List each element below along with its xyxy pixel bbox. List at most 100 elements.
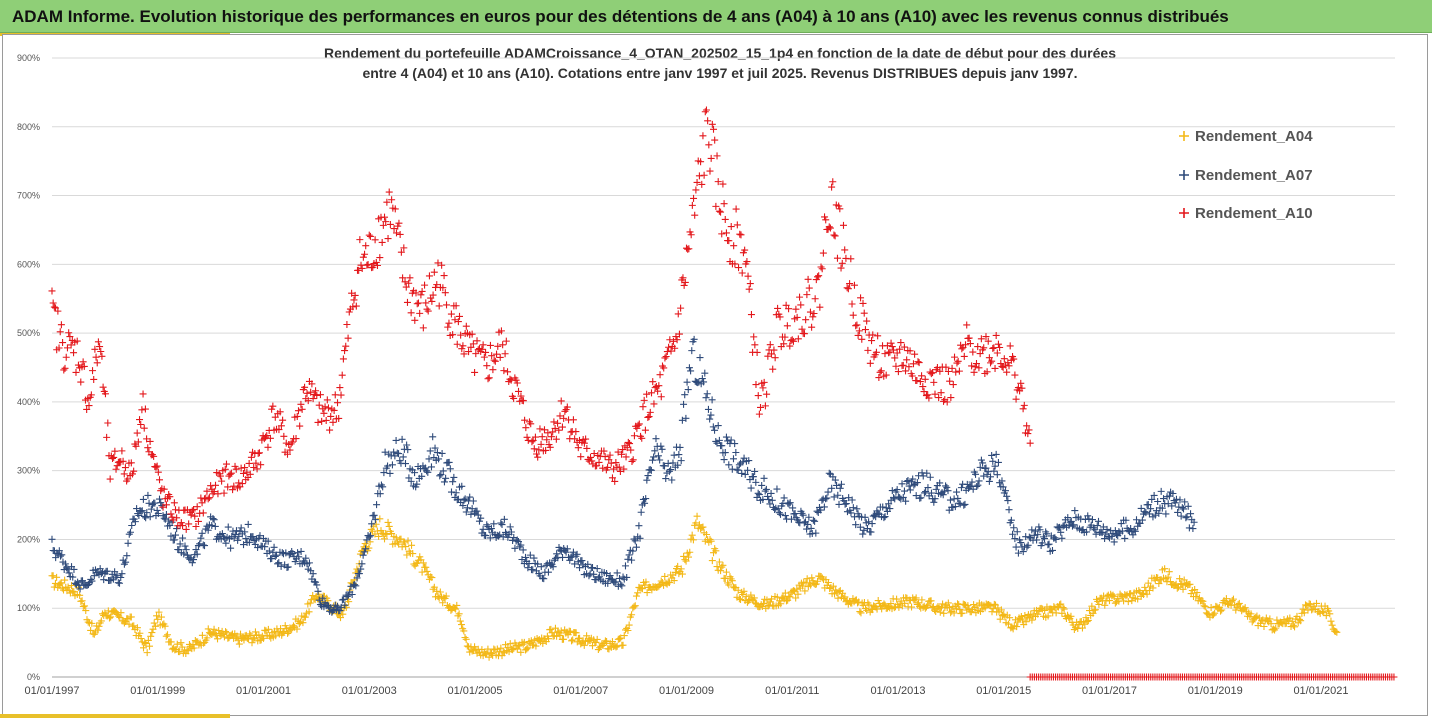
- marker-rendement-a07: [1028, 526, 1036, 534]
- marker-rendement-a07: [234, 536, 242, 544]
- marker-rendement-a07: [392, 436, 400, 444]
- marker-rendement-a10: [918, 372, 926, 380]
- marker-rendement-a10: [388, 196, 396, 204]
- x-tick-label: 01/01/2017: [1082, 685, 1137, 697]
- marker-rendement-a07: [131, 518, 139, 526]
- marker-rendement-a10: [615, 463, 623, 471]
- marker-rendement-a07: [988, 451, 996, 459]
- marker-rendement-a04: [404, 537, 412, 545]
- marker-rendement-a07: [943, 483, 951, 491]
- marker-rendement-a07: [519, 546, 527, 554]
- marker-rendement-a07: [435, 455, 443, 463]
- marker-rendement-a04: [509, 646, 517, 654]
- marker-rendement-a04: [88, 619, 96, 627]
- marker-rendement-a04: [1241, 604, 1249, 612]
- x-tick-label: 01/01/1999: [130, 685, 185, 697]
- marker-rendement-a07: [751, 468, 759, 476]
- marker-rendement-a04: [569, 636, 577, 644]
- marker-rendement-a07: [161, 515, 169, 523]
- marker-rendement-a07: [1183, 513, 1191, 521]
- marker-rendement-a07: [590, 570, 598, 578]
- marker-rendement-a10: [119, 457, 127, 465]
- marker-rendement-a07: [1154, 497, 1162, 505]
- marker-rendement-a07: [128, 521, 136, 529]
- marker-rendement-a04: [214, 635, 222, 643]
- marker-rendement-a10: [859, 299, 867, 307]
- marker-rendement-a04: [395, 540, 403, 548]
- marker-rendement-a04: [517, 648, 525, 656]
- marker-rendement-a10: [424, 307, 432, 315]
- marker-rendement-a10: [301, 383, 309, 391]
- marker-rendement-a07: [1034, 531, 1042, 539]
- marker-rendement-a10: [72, 368, 80, 376]
- x-tick-label: 01/01/2009: [659, 685, 714, 697]
- marker-rendement-a10: [634, 421, 642, 429]
- marker-rendement-a07: [360, 548, 368, 556]
- marker-rendement-a07: [562, 548, 570, 556]
- marker-rendement-a10: [140, 424, 148, 432]
- marker-rendement-a10: [298, 405, 306, 413]
- marker-rendement-a07: [450, 473, 458, 481]
- chart-title: Rendement du portefeuille ADAMCroissance…: [170, 43, 1270, 83]
- marker-rendement-a07: [371, 516, 379, 524]
- marker-rendement-a04: [996, 615, 1004, 623]
- marker-rendement-a10: [484, 375, 492, 383]
- marker-rendement-a10: [490, 356, 498, 364]
- marker-rendement-a07: [486, 534, 494, 542]
- marker-rendement-a07: [1174, 508, 1182, 516]
- marker-rendement-a04: [161, 622, 169, 630]
- marker-rendement-a07: [227, 544, 235, 552]
- marker-rendement-a07: [566, 556, 574, 564]
- marker-rendement-a04: [215, 627, 223, 635]
- marker-rendement-a10: [279, 416, 287, 424]
- marker-rendement-a10: [257, 461, 265, 469]
- marker-rendement-a04: [532, 642, 540, 650]
- marker-rendement-a10: [321, 403, 329, 411]
- marker-rendement-a10: [626, 440, 634, 448]
- marker-rendement-a04: [1333, 628, 1341, 636]
- marker-rendement-a10: [439, 284, 447, 292]
- marker-rendement-a04: [997, 606, 1005, 614]
- marker-rendement-a04: [1313, 599, 1320, 607]
- marker-rendement-a07: [436, 472, 444, 480]
- marker-rendement-a07: [685, 364, 693, 372]
- marker-rendement-a10: [504, 368, 512, 376]
- marker-rendement-a10: [407, 309, 415, 317]
- marker-rendement-a07: [939, 491, 947, 499]
- marker-rendement-a10: [746, 280, 754, 288]
- marker-rendement-a10: [744, 272, 752, 280]
- marker-rendement-a04: [912, 594, 920, 602]
- marker-rendement-a10: [330, 406, 338, 414]
- marker-rendement-a10: [811, 295, 819, 303]
- marker-rendement-a04: [956, 606, 964, 614]
- marker-rendement-a10: [489, 366, 497, 374]
- marker-rendement-a07: [1147, 505, 1155, 513]
- marker-rendement-a10: [955, 367, 963, 375]
- marker-rendement-a07: [452, 489, 460, 497]
- marker-rendement-a07: [880, 514, 888, 522]
- marker-rendement-a10: [980, 344, 988, 352]
- marker-rendement-a04: [462, 635, 470, 643]
- marker-rendement-a04: [893, 595, 901, 603]
- marker-rendement-a07: [641, 499, 649, 507]
- marker-rendement-a07: [635, 522, 643, 530]
- marker-rendement-a07: [930, 498, 938, 506]
- marker-rendement-a10: [557, 397, 565, 405]
- marker-rendement-a10: [899, 361, 907, 369]
- marker-rendement-a10: [97, 347, 105, 355]
- marker-rendement-a04: [400, 538, 408, 546]
- marker-rendement-a04: [632, 592, 640, 600]
- marker-rendement-a04: [189, 641, 197, 649]
- marker-rendement-a10: [641, 426, 649, 434]
- marker-rendement-a10: [1003, 368, 1011, 376]
- marker-rendement-a10: [738, 269, 746, 277]
- marker-rendement-a10: [722, 229, 730, 237]
- marker-rendement-a07: [424, 468, 432, 476]
- marker-rendement-a07: [245, 538, 253, 546]
- marker-rendement-a10: [222, 460, 230, 468]
- marker-rendement-a10: [237, 464, 245, 472]
- marker-rendement-a07: [822, 495, 830, 503]
- x-tick-label: 01/01/2005: [447, 685, 502, 697]
- marker-rendement-a07: [1110, 538, 1118, 546]
- marker-rendement-a10: [465, 348, 473, 356]
